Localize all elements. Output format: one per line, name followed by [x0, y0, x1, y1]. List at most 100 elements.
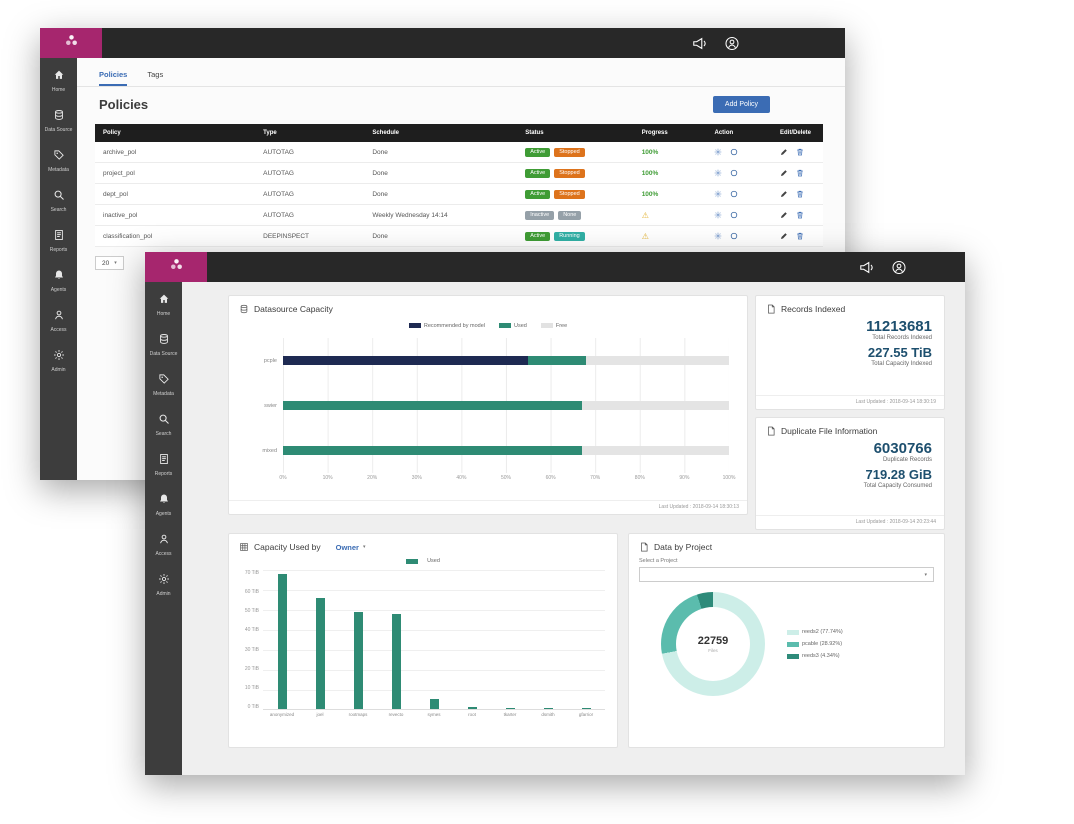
- policy-type: AUTOTAG: [255, 162, 365, 184]
- datasource-label: swier: [264, 402, 277, 409]
- grid-icon: [239, 542, 249, 552]
- announcement-icon[interactable]: [859, 260, 875, 275]
- settings-icon[interactable]: [714, 190, 722, 198]
- card-title-row: Duplicate File Information: [756, 418, 944, 440]
- dashboard-window: Home Data Source Metadata Search Reports Agen…: [145, 252, 965, 775]
- run-icon[interactable]: [730, 232, 738, 240]
- x-tick-label: 30%: [411, 475, 422, 481]
- add-policy-button[interactable]: Add Policy: [712, 96, 770, 113]
- delete-icon[interactable]: [796, 190, 804, 198]
- run-icon[interactable]: [730, 211, 738, 219]
- edit-icon[interactable]: [780, 190, 788, 198]
- sidebar-item-data-source[interactable]: Data Source: [145, 325, 182, 365]
- settings-icon[interactable]: [714, 211, 722, 219]
- sidebar-item-label: Home: [156, 311, 171, 318]
- delete-icon[interactable]: [796, 169, 804, 177]
- donut-total: 22759: [697, 635, 729, 647]
- warning-icon: ⚠: [641, 210, 649, 220]
- tab-policies[interactable]: Policies: [99, 70, 128, 86]
- announcement-icon[interactable]: [692, 36, 708, 51]
- used-segment: [283, 446, 582, 455]
- settings-icon[interactable]: [714, 232, 722, 240]
- app-logo[interactable]: [145, 252, 207, 282]
- status-badge: Stopped: [554, 189, 585, 199]
- policies-table-header: Policy Type Schedule Status Progress Action Ed…: [95, 124, 823, 142]
- legend-swatch: [406, 558, 419, 564]
- sidebar-item-reports[interactable]: Reports: [40, 221, 77, 261]
- owner-label: joel: [316, 712, 324, 717]
- sidebar-item-admin[interactable]: Admin: [40, 341, 77, 381]
- run-icon[interactable]: [730, 169, 738, 177]
- owner-label: symes: [427, 712, 441, 717]
- gear-icon: [53, 348, 65, 366]
- account-icon[interactable]: [724, 36, 740, 51]
- sidebar-item-search[interactable]: Search: [145, 405, 182, 445]
- edit-icon[interactable]: [780, 148, 788, 156]
- delete-icon[interactable]: [796, 211, 804, 219]
- sidebar-item-data-source[interactable]: Data Source: [40, 101, 77, 141]
- gear-icon: [158, 572, 170, 590]
- policy-name: classification_pol: [95, 225, 256, 247]
- sidebar-item-metadata[interactable]: Metadata: [145, 365, 182, 405]
- sidebar-item-home[interactable]: Home: [40, 61, 77, 101]
- run-icon[interactable]: [730, 148, 738, 156]
- edit-icon[interactable]: [780, 169, 788, 177]
- donut-legend-item: pcable (28.92%): [787, 641, 843, 647]
- policy-name: project_pol: [95, 162, 256, 184]
- delete-icon[interactable]: [796, 232, 804, 240]
- sidebar-item-agents[interactable]: Agents: [40, 261, 77, 301]
- policy-edit-delete: [772, 142, 823, 163]
- policy-actions: [706, 204, 772, 226]
- page-size-select[interactable]: 20 ▾: [95, 256, 124, 270]
- legend-swatch: [499, 323, 511, 329]
- policy-schedule: Done: [364, 183, 518, 205]
- policy-actions: [706, 183, 772, 205]
- policy-row: project_pol AUTOTAG Done Active Stopped 100%: [95, 162, 823, 184]
- policy-edit-delete: [772, 204, 823, 226]
- tab-tags[interactable]: Tags: [147, 70, 164, 79]
- policy-actions: [706, 142, 772, 163]
- account-icon[interactable]: [891, 260, 907, 275]
- duplicate-records-label: Duplicate Records: [882, 457, 932, 464]
- owner-dropdown[interactable]: Owner ▾: [336, 543, 366, 552]
- report-icon: [158, 452, 170, 470]
- recommended-segment: [283, 356, 529, 365]
- policy-schedule: Done: [364, 162, 518, 184]
- capacity-used-by-card: Capacity Used by Owner ▾ Used 70 TiB 60 T…: [228, 533, 618, 748]
- edit-icon[interactable]: [780, 211, 788, 219]
- app-logo[interactable]: [40, 28, 102, 58]
- settings-icon[interactable]: [714, 169, 722, 177]
- edit-icon[interactable]: [780, 232, 788, 240]
- sidebar-item-agents[interactable]: Agents: [145, 485, 182, 525]
- card-title: Duplicate File Information: [781, 426, 878, 436]
- run-icon[interactable]: [730, 190, 738, 198]
- total-records-value: 11213681: [866, 318, 932, 335]
- person-icon: [158, 532, 170, 550]
- owner-x-axis: anonymized joel rootmaps revecto symes root tk…: [229, 710, 617, 717]
- datasource-capacity-card: Datasource Capacity Recommended by model…: [228, 295, 748, 515]
- donut-center: 22759 Files: [661, 592, 765, 696]
- sidebar-item-access[interactable]: Access: [145, 525, 182, 565]
- datasource-label: pcple: [263, 357, 277, 364]
- sidebar-item-home[interactable]: Home: [145, 285, 182, 325]
- policy-edit-delete: [772, 225, 823, 247]
- delete-icon[interactable]: [796, 148, 804, 156]
- owner-label: gfarrior: [578, 712, 594, 717]
- donut-total-label: Files: [708, 648, 718, 653]
- x-tick-label: 60%: [545, 475, 556, 481]
- project-select[interactable]: ▾: [639, 567, 934, 582]
- sidebar-item-search[interactable]: Search: [40, 181, 77, 221]
- progress-value: 100%: [641, 190, 659, 198]
- sidebar-item-access[interactable]: Access: [40, 301, 77, 341]
- policy-actions: [706, 162, 772, 184]
- sidebar-item-label: Metadata: [153, 391, 174, 398]
- sidebar-item-admin[interactable]: Admin: [145, 565, 182, 605]
- policy-name: inactive_pol: [95, 204, 256, 226]
- progress-value: 100%: [641, 148, 659, 156]
- sidebar-item-reports[interactable]: Reports: [145, 445, 182, 485]
- settings-icon[interactable]: [714, 148, 722, 156]
- tag-icon: [158, 372, 170, 390]
- warning-icon: ⚠: [641, 231, 649, 241]
- sidebar-item-metadata[interactable]: Metadata: [40, 141, 77, 181]
- policy-name: dept_pol: [95, 183, 256, 205]
